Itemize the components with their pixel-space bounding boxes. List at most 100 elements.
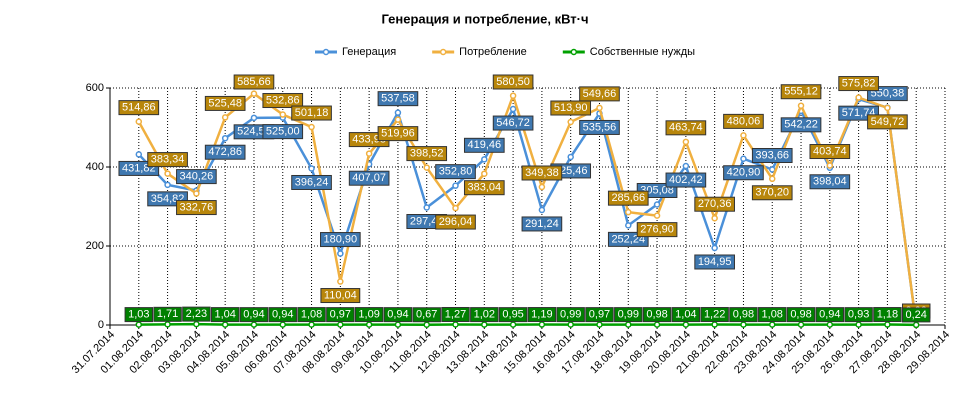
data-label-text: 575,82 — [842, 77, 876, 89]
point — [221, 321, 229, 328]
data-label: 575,82 — [838, 76, 879, 92]
data-label-text: 194,95 — [698, 256, 732, 268]
point — [625, 208, 632, 216]
data-label: 398,04 — [809, 174, 851, 190]
point — [682, 138, 690, 146]
data-label-box — [377, 126, 419, 142]
data-label: 352,80 — [435, 164, 476, 180]
data-label-box — [147, 152, 188, 168]
data-label-text: 0,94 — [243, 309, 264, 321]
data-label: 398,52 — [406, 146, 448, 162]
data-label-text: 0,94 — [272, 309, 293, 321]
data-label-text: 285,66 — [611, 192, 645, 204]
data-label-box — [176, 169, 217, 185]
point — [768, 175, 776, 183]
data-label: 1,71 — [153, 306, 182, 322]
data-label-box — [470, 307, 499, 323]
data-label-box — [671, 307, 701, 323]
data-label-text: 296,04 — [439, 216, 473, 228]
data-label-text: 0,98 — [646, 309, 667, 321]
point — [337, 250, 344, 257]
data-label: 1,04 — [210, 307, 240, 323]
data-label: 480,06 — [723, 113, 764, 129]
data-label: 407,07 — [348, 170, 390, 186]
data-label-text: 537,58 — [381, 93, 415, 105]
data-label: 402,42 — [665, 172, 707, 188]
data-label: 403,74 — [809, 144, 851, 160]
data-label-text: 1,18 — [877, 308, 898, 320]
data-label: 1,04 — [671, 307, 701, 323]
data-label-box — [636, 222, 678, 238]
data-label: 291,24 — [521, 216, 563, 232]
data-label-box — [758, 307, 787, 323]
point — [855, 321, 862, 328]
data-label-box — [268, 307, 297, 323]
point — [826, 321, 834, 328]
data-label-box — [809, 144, 851, 160]
point — [481, 156, 488, 163]
data-label-text: 546,72 — [496, 117, 530, 129]
data-label-box — [521, 216, 563, 232]
data-label: 585,66 — [233, 74, 275, 90]
y-tick-label: 200 — [86, 240, 104, 252]
point — [279, 111, 287, 118]
y-tick-label: 400 — [86, 161, 104, 173]
data-label-box — [435, 164, 476, 180]
data-label: 0,94 — [815, 307, 845, 323]
data-label-box — [527, 307, 557, 323]
point — [394, 109, 402, 116]
point — [740, 155, 747, 162]
data-label-box — [124, 307, 154, 323]
data-label-text: 433,98 — [352, 133, 386, 145]
data-label-box — [320, 288, 361, 304]
data-label: 1,27 — [441, 306, 470, 322]
data-label-box — [262, 124, 304, 140]
data-label-text: 352,80 — [439, 166, 473, 178]
data-label-text: 480,06 — [727, 115, 761, 127]
data-label: 0,99 — [614, 307, 643, 323]
data-label-text: 370,20 — [755, 187, 789, 199]
data-label-text: 0,67 — [416, 309, 437, 321]
point — [308, 123, 315, 131]
data-label: 285,66 — [607, 190, 649, 206]
data-label-text: 1,04 — [675, 308, 696, 320]
data-label: 276,90 — [636, 222, 678, 238]
data-label: 383,34 — [147, 152, 188, 168]
data-label-text: 525,48 — [208, 97, 242, 109]
data-label-text: 1,08 — [301, 308, 322, 320]
point — [423, 204, 430, 211]
data-label: 1,03 — [124, 307, 154, 323]
point — [423, 164, 430, 171]
data-label: 519,96 — [377, 126, 419, 142]
data-label-box — [838, 76, 879, 92]
point — [653, 212, 661, 219]
data-label: 463,74 — [665, 120, 707, 136]
data-label: 0,97 — [585, 307, 614, 323]
data-label-box — [815, 307, 845, 323]
data-label: 0,94 — [383, 307, 413, 323]
data-label-text: 1,08 — [762, 308, 783, 320]
data-label-text: 550,38 — [871, 88, 905, 100]
data-label-box — [204, 144, 246, 160]
data-label: 546,72 — [492, 115, 534, 131]
point — [509, 321, 517, 328]
data-label: 383,04 — [463, 180, 505, 196]
data-label: 537,58 — [377, 91, 419, 107]
data-label-text: 332,76 — [180, 201, 214, 213]
data-label-box — [723, 165, 764, 181]
point — [394, 116, 402, 123]
data-label-text: 0,97 — [330, 309, 351, 321]
legend-marker — [439, 48, 447, 56]
data-label-text: 419,46 — [467, 139, 501, 151]
data-label: 370,20 — [751, 185, 793, 201]
data-label-box — [550, 100, 592, 116]
data-label-text: 354,82 — [151, 193, 185, 205]
data-label-box — [182, 306, 211, 322]
data-label: 1,08 — [758, 307, 787, 323]
data-label-box — [463, 137, 505, 153]
data-label-box — [694, 254, 735, 270]
data-label-text: 1,09 — [358, 308, 379, 320]
data-label-box — [751, 148, 793, 164]
point — [855, 94, 862, 101]
point — [797, 321, 805, 328]
